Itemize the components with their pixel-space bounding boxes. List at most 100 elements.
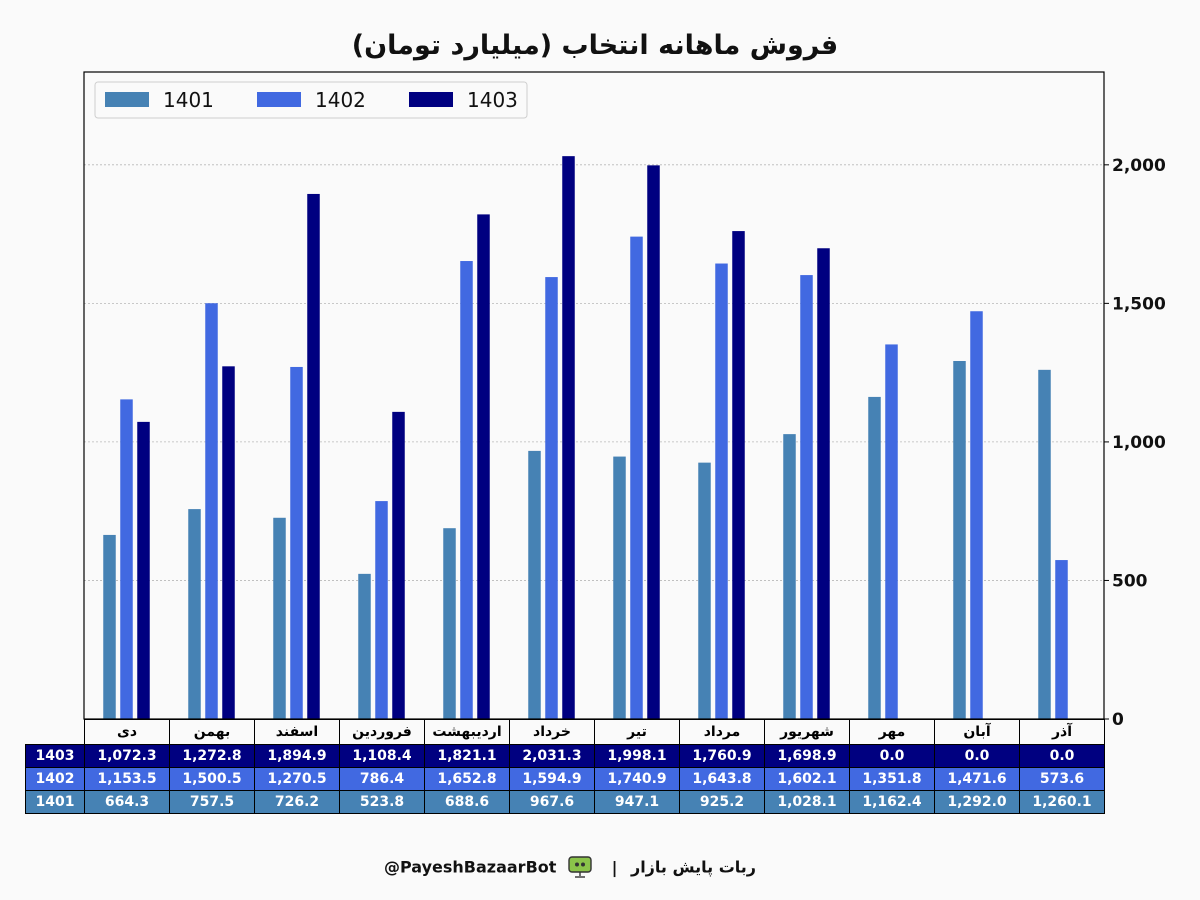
legend-swatch-1401 xyxy=(105,92,149,107)
table-cell: 947.1 xyxy=(594,790,680,814)
legend-box xyxy=(94,81,528,119)
table-cell: 1,351.8 xyxy=(849,767,935,791)
table-cell: 1,643.8 xyxy=(679,767,765,791)
table-cell: 925.2 xyxy=(679,790,765,814)
month-label: آذر xyxy=(1019,719,1105,745)
grid-lines xyxy=(84,164,1104,581)
bar-1402-7 xyxy=(630,236,643,719)
bar-1403-9 xyxy=(817,248,830,719)
bar-1402-10 xyxy=(885,344,898,719)
row-label: 1402 xyxy=(25,767,85,791)
table-cell: 1,162.4 xyxy=(849,790,935,814)
table-cell: 1,740.9 xyxy=(594,767,680,791)
y-tick-label: 0 xyxy=(1112,710,1124,730)
y-tick-label: 1,500 xyxy=(1112,294,1166,314)
bar-1402-9 xyxy=(800,275,813,719)
table-cell: 0.0 xyxy=(934,744,1020,768)
bars xyxy=(103,156,1068,720)
y-tick-label: 1,000 xyxy=(1112,433,1166,453)
table-cell: 726.2 xyxy=(254,790,340,814)
table-cell: 1,028.1 xyxy=(764,790,850,814)
month-label: مرداد xyxy=(679,719,765,745)
bar-1402-8 xyxy=(715,263,728,719)
table-cell: 1,500.5 xyxy=(169,767,255,791)
table-cell: 0.0 xyxy=(849,744,935,768)
bar-1402-12 xyxy=(1055,560,1068,719)
table-cell: 664.3 xyxy=(84,790,170,814)
row-label: 1401 xyxy=(25,790,85,814)
bar-1403-8 xyxy=(732,231,745,719)
table-cell: 757.5 xyxy=(169,790,255,814)
bar-1403-1 xyxy=(137,421,150,719)
month-label: تیر xyxy=(594,719,680,745)
bar-1401-5 xyxy=(443,528,456,719)
chart-title: فروش ماهانه انتخاب (میلیارد تومان) xyxy=(351,30,839,61)
bar-1402-1 xyxy=(120,399,133,719)
bar-1401-11 xyxy=(953,361,966,719)
month-label: اردیبهشت xyxy=(424,719,510,745)
bar-1401-1 xyxy=(103,534,116,719)
table-cell: 1,072.3 xyxy=(84,744,170,768)
legend-swatch-1402 xyxy=(257,92,301,107)
legend: 1401 1402 1403 xyxy=(94,81,528,119)
month-label: فروردین xyxy=(339,719,425,745)
bar-1403-2 xyxy=(222,366,235,719)
robot-monitor-icon xyxy=(568,856,592,878)
table-cell: 1,602.1 xyxy=(764,767,850,791)
footer: @PayeshBazaarBot | ربات پایش بازار xyxy=(0,856,1140,878)
table-cell: 573.6 xyxy=(1019,767,1105,791)
table-header-row: دی بهمن اسفند فروردین اردیبهشت خرداد تیر مرداد ش… xyxy=(26,719,1105,745)
y-tick-label: 500 xyxy=(1112,571,1148,591)
table-cell: 1,652.8 xyxy=(424,767,510,791)
bar-1403-6 xyxy=(562,156,575,720)
table-cell: 967.6 xyxy=(509,790,595,814)
table-corner xyxy=(26,720,85,745)
month-label: اسفند xyxy=(254,719,340,745)
table-cell: 1,292.0 xyxy=(934,790,1020,814)
table-row: 1401 664.3 757.5 726.2 523.8 688.6 967.6 947.1 9… xyxy=(25,790,1105,814)
bar-1401-7 xyxy=(613,456,626,719)
month-label: دی xyxy=(84,719,170,745)
bar-1402-5 xyxy=(460,261,473,719)
table-cell: 1,270.5 xyxy=(254,767,340,791)
bar-1402-4 xyxy=(375,501,388,719)
bot-handle[interactable]: @PayeshBazaarBot xyxy=(383,857,557,877)
table-cell: 1,260.1 xyxy=(1019,790,1105,814)
row-label: 1403 xyxy=(25,744,85,768)
month-label: بهمن xyxy=(169,719,255,745)
table-cell: 0.0 xyxy=(1019,744,1105,768)
legend-label-1401: 1401 xyxy=(163,88,214,112)
bar-1402-6 xyxy=(545,277,558,719)
y-axis: 0 500 1,000 1,500 2,000 xyxy=(1104,156,1166,730)
bar-1401-9 xyxy=(783,434,796,719)
month-label: مهر xyxy=(849,719,935,745)
table-row: 1402 1,153.5 1,500.5 1,270.5 786.4 1,652.8 1,5… xyxy=(25,767,1105,791)
month-label: خرداد xyxy=(509,719,595,745)
bar-1403-7 xyxy=(647,165,660,719)
bar-1402-3 xyxy=(290,366,303,719)
table-cell: 1,153.5 xyxy=(84,767,170,791)
legend-label-1403: 1403 xyxy=(467,88,518,112)
bar-1401-2 xyxy=(188,509,201,719)
legend-swatch-1403 xyxy=(409,92,453,107)
bar-1401-10 xyxy=(868,396,881,719)
table-cell: 1,760.9 xyxy=(679,744,765,768)
table-cell: 1,272.8 xyxy=(169,744,255,768)
table-cell: 1,471.6 xyxy=(934,767,1020,791)
table-cell: 688.6 xyxy=(424,790,510,814)
bar-1401-3 xyxy=(273,517,286,719)
table-row: 1403 1,072.3 1,272.8 1,894.9 1,108.4 1,821.1 2… xyxy=(25,744,1105,768)
bar-1403-4 xyxy=(392,411,405,719)
plot-frame xyxy=(83,71,1105,720)
bar-1401-8 xyxy=(698,462,711,719)
bar-1402-11 xyxy=(970,311,983,719)
table-cell: 1,698.9 xyxy=(764,744,850,768)
bar-1401-6 xyxy=(528,450,541,719)
table-cell: 2,031.3 xyxy=(509,744,595,768)
table-cell: 1,108.4 xyxy=(339,744,425,768)
table-cell: 1,594.9 xyxy=(509,767,595,791)
bar-1402-2 xyxy=(205,303,218,719)
table-cell: 523.8 xyxy=(339,790,425,814)
table-cell: 1,821.1 xyxy=(424,744,510,768)
